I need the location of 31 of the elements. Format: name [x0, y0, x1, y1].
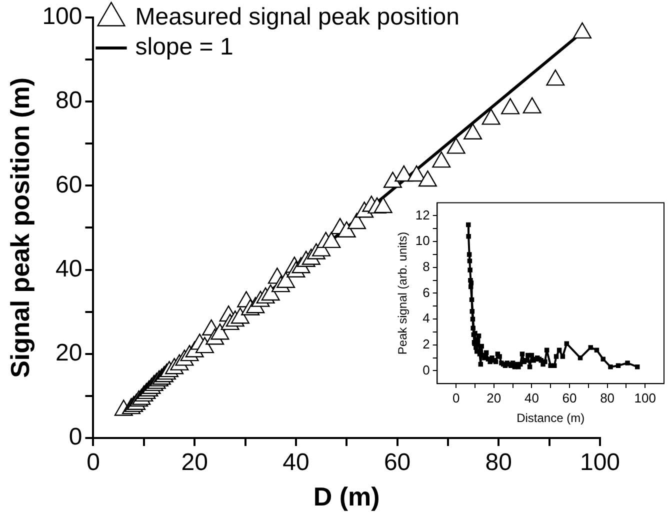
x-tick-label: 0 [452, 390, 460, 406]
y-tick-label: 0 [422, 362, 430, 378]
x-tick-label: 40 [282, 449, 310, 476]
y-axis-title: Signal peak position (m) [4, 77, 35, 378]
x-tick-label: 100 [634, 390, 656, 406]
y-tick-label: 40 [56, 255, 82, 282]
y-tick-label: 4 [422, 310, 430, 326]
y-tick-label: 60 [56, 171, 82, 198]
y-tick-label: 8 [422, 258, 430, 274]
x-tick-label: 0 [86, 449, 100, 476]
legend-label: Measured signal peak position [135, 4, 460, 31]
y-axis-title: Peak signal (arb. units) [396, 232, 410, 355]
x-tick-label: 60 [384, 449, 411, 476]
y-tick-label: 0 [68, 424, 82, 451]
legend-label: slope = 1 [135, 34, 234, 61]
x-axis-title: D (m) [313, 482, 380, 512]
x-tick-label: 60 [562, 390, 577, 406]
y-tick-label: 6 [422, 284, 430, 300]
x-tick-label: 100 [580, 449, 620, 476]
y-tick-label: 12 [415, 207, 430, 222]
x-tick-label: 80 [485, 449, 512, 476]
y-tick-label: 2 [422, 336, 430, 352]
x-tick-label: 20 [486, 390, 502, 406]
y-tick-label: 20 [56, 340, 82, 367]
y-tick-label: 10 [415, 233, 430, 248]
x-axis-title: Distance (m) [516, 411, 585, 426]
y-tick-label: 80 [56, 87, 82, 114]
x-tick-label: 40 [524, 390, 539, 406]
x-tick-label: 80 [600, 390, 615, 406]
y-tick-label: 100 [42, 3, 82, 30]
x-tick-label: 20 [181, 449, 208, 476]
